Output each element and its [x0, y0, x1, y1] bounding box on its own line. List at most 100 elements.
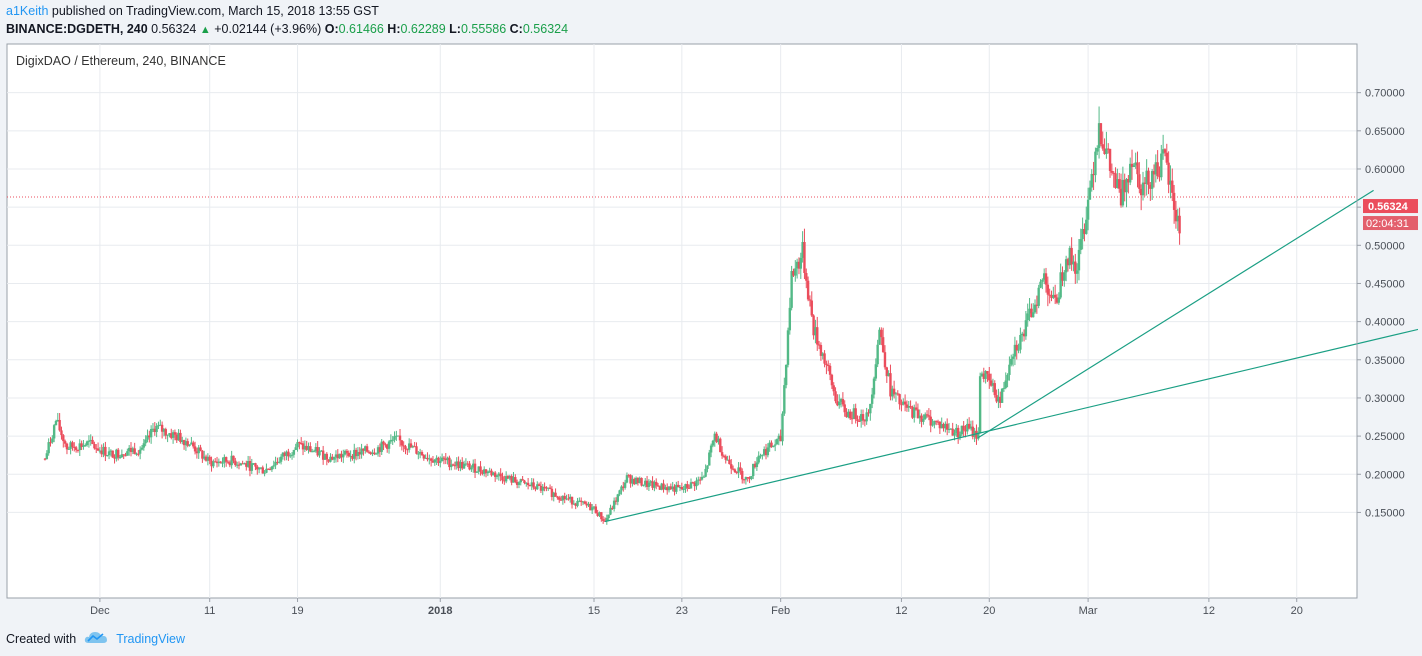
candle-body — [54, 420, 58, 426]
candle-body — [490, 470, 493, 476]
candle-body — [63, 441, 67, 444]
candle-body — [799, 257, 802, 269]
candle-body — [622, 486, 625, 488]
candle-body — [429, 458, 433, 461]
candle-body — [779, 435, 782, 442]
close-label: C: — [509, 22, 523, 36]
candle-body — [358, 452, 361, 455]
candle-body — [746, 477, 749, 479]
candle-body — [600, 512, 603, 520]
candle-body — [629, 475, 632, 484]
candle-body — [918, 415, 921, 419]
open-label: O: — [324, 22, 339, 36]
candle-body — [647, 482, 651, 487]
candle-body — [1099, 123, 1103, 145]
candle-body — [812, 315, 815, 336]
candle-body — [792, 271, 795, 276]
candle-body — [312, 451, 316, 453]
candle-body — [830, 374, 834, 386]
candle-body — [1161, 149, 1165, 154]
candle-body — [95, 448, 98, 450]
candle-body — [1086, 199, 1090, 220]
candle-body — [1010, 358, 1013, 365]
candle-body — [526, 482, 530, 486]
candle-body — [572, 503, 576, 505]
candle-body — [170, 433, 173, 438]
candle-body — [720, 452, 724, 456]
candle-body — [578, 500, 581, 502]
candle-body — [354, 449, 358, 457]
candle-body — [558, 497, 561, 500]
candle-body — [100, 450, 103, 455]
y-tick-label: 0.70000 — [1365, 88, 1405, 100]
candlestick-chart[interactable]: DigixDAO / Ethereum, 240, BINANCE 0.7000… — [6, 43, 1422, 623]
candle-body — [483, 469, 486, 474]
trendline[interactable] — [604, 327, 1422, 523]
candle-body — [1097, 123, 1101, 149]
candle-body — [631, 478, 634, 484]
candle-body — [616, 494, 619, 502]
candle-body — [1130, 163, 1134, 168]
candle-body — [709, 445, 713, 453]
candle-body — [303, 445, 307, 450]
tradingview-link[interactable]: TradingView — [116, 631, 185, 646]
chart-area[interactable]: DigixDAO / Ethereum, 240, BINANCE 0.7000… — [6, 43, 1422, 623]
candle-body — [422, 455, 426, 459]
low-value: 0.55586 — [460, 22, 507, 36]
candle-body — [775, 439, 779, 445]
candle-body — [649, 481, 652, 483]
candle-body — [902, 401, 905, 405]
candle-body — [243, 463, 246, 465]
candle-body — [51, 438, 54, 443]
time-axis[interactable]: Dec111920181523Feb1220Mar1220Apr — [90, 598, 1422, 617]
candle-body — [596, 513, 599, 516]
candle-body — [457, 461, 460, 469]
candle-body — [201, 450, 204, 459]
candle-body — [60, 430, 63, 436]
candle-body — [1028, 308, 1031, 314]
candle-body — [389, 440, 393, 442]
candle-body — [633, 478, 636, 485]
candle-body — [935, 420, 938, 422]
candle-body — [488, 470, 491, 472]
candle-body — [386, 444, 389, 449]
candle-body — [598, 512, 601, 516]
candle-body — [680, 487, 684, 490]
candle-body — [872, 378, 876, 395]
candle-body — [261, 467, 264, 474]
candle-body — [534, 487, 537, 490]
trendline[interactable] — [977, 189, 1374, 439]
candle-body — [634, 477, 638, 485]
author-link[interactable]: a1Keith — [6, 4, 49, 18]
candle-body — [726, 459, 729, 461]
candle-body — [122, 454, 125, 456]
candle-body — [426, 457, 429, 460]
candle-body — [1008, 364, 1011, 375]
price-axis[interactable]: 0.700000.650000.600000.550000.500000.450… — [1356, 44, 1405, 598]
candle-body — [486, 471, 490, 474]
candle-body — [676, 484, 680, 488]
candle-body — [382, 441, 385, 445]
candle-body — [384, 444, 387, 446]
candle-body — [203, 456, 206, 459]
candle-body — [235, 464, 239, 466]
y-tick-label: 0.50000 — [1365, 240, 1405, 252]
candle-body — [651, 481, 654, 488]
candle-body — [290, 454, 294, 456]
candle-body — [1127, 179, 1130, 183]
candle-body — [611, 507, 614, 509]
candle-body — [759, 455, 762, 457]
candle-body — [1165, 152, 1168, 163]
trendlines-group[interactable] — [604, 189, 1422, 523]
candle-body — [265, 468, 268, 473]
candle-body — [1077, 249, 1081, 271]
candle-body — [773, 444, 777, 446]
candle-body — [248, 461, 252, 471]
candle-body — [728, 459, 731, 465]
candle-body — [409, 443, 413, 448]
candle-body — [65, 443, 69, 450]
candle-body — [828, 365, 832, 375]
candle-body — [587, 503, 590, 506]
candle-body — [508, 476, 512, 479]
candle-body — [151, 428, 155, 430]
